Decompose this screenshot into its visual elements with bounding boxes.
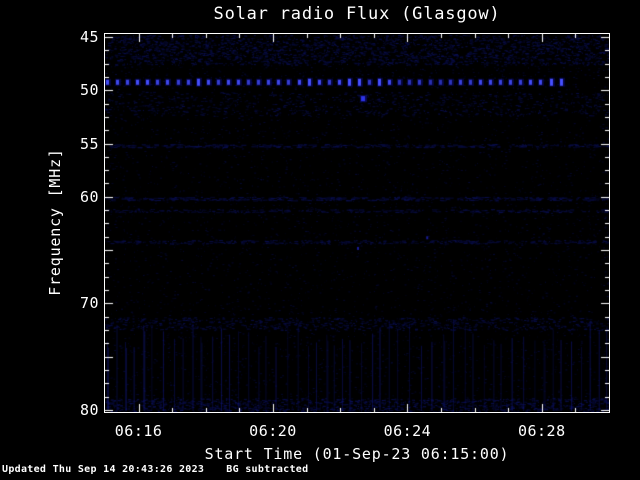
x-axis-title: Start Time (01-Sep-23 06:15:00) xyxy=(204,445,510,463)
bg-subtracted-note: BG subtracted xyxy=(226,464,309,475)
spectrogram-canvas xyxy=(105,34,609,412)
x-tick-label-0620: 06:20 xyxy=(249,422,297,440)
y-tick-label-80: 80 xyxy=(79,400,99,419)
x-tick-label-0616: 06:16 xyxy=(114,422,163,440)
y-tick-label-55: 55 xyxy=(79,134,99,153)
y-tick-label-45: 45 xyxy=(79,27,99,46)
plot-area xyxy=(104,33,610,413)
y-tick-label-70: 70 xyxy=(79,294,99,313)
x-tick-label-0628: 06:28 xyxy=(517,422,566,440)
updated-timestamp: Updated Thu Sep 14 20:43:26 2023 xyxy=(2,464,205,475)
footer-status-line: Updated Thu Sep 14 20:43:26 2023 BG subtr… xyxy=(2,464,308,475)
y-tick-label-60: 60 xyxy=(79,187,99,206)
x-tick-label-0624: 06:24 xyxy=(383,422,432,440)
chart-title: Solar radio Flux (Glasgow) xyxy=(213,4,501,24)
y-tick-label-50: 50 xyxy=(79,81,99,100)
y-axis-title: Frequency [MHz] xyxy=(46,148,64,296)
